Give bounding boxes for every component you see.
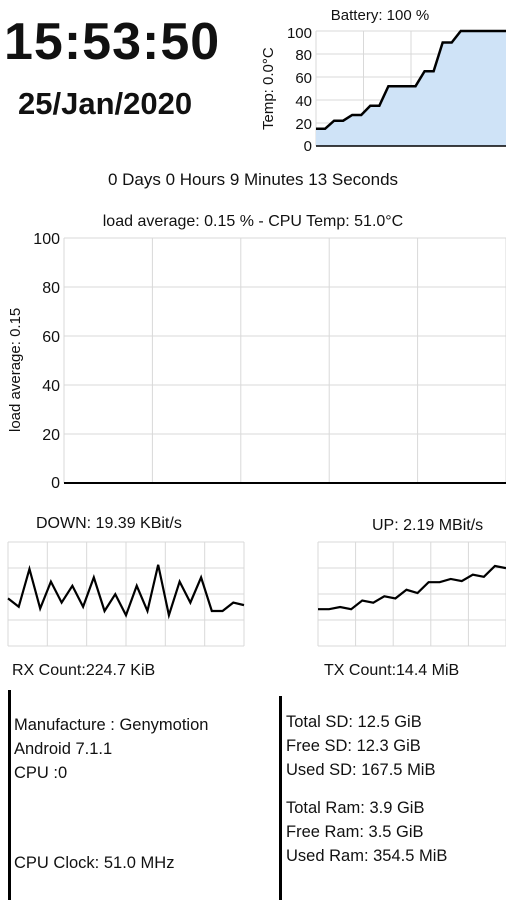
total-ram-text: Total Ram: 3.9 GiB <box>286 799 425 817</box>
total-sd-text: Total SD: 12.5 GiB <box>286 713 422 731</box>
tx-count: TX Count:14.4 MiB <box>324 662 460 679</box>
down-grid <box>7 541 245 647</box>
cpu-chart-title: load average: 0.15 % - CPU Temp: 51.0°C <box>103 213 403 230</box>
used-sd-text: Used SD: 167.5 MiB <box>286 761 436 779</box>
device-info-panel: Manufacture : Genymotion Android 7.1.1 C… <box>14 713 208 785</box>
battery-tick-100: 100 <box>287 25 312 42</box>
cpu-tick-20: 20 <box>42 427 60 444</box>
used-ram-text: Used Ram: 354.5 MiB <box>286 847 448 865</box>
up-speed-line <box>318 564 506 611</box>
clock-time: 15:53:50 <box>4 13 221 71</box>
cpu-tick-0: 0 <box>51 475 60 492</box>
cpu-tick-40: 40 <box>42 378 60 395</box>
cpu-chart-ylabel: load average: 0.15 <box>7 308 24 432</box>
rx-count: RX Count:224.7 KiB <box>12 662 156 679</box>
battery-tick-20: 20 <box>295 116 312 133</box>
manufacturer-text: Manufacture : Genymotion <box>14 716 209 734</box>
battery-tick-80: 80 <box>295 47 312 64</box>
battery-line <box>316 29 506 130</box>
battery-tick-40: 40 <box>295 93 312 110</box>
battery-ylabel: Temp: 0.0°C <box>260 47 277 130</box>
up-grid <box>317 541 506 647</box>
down-speed-label: DOWN: 19.39 KBit/s <box>36 515 182 532</box>
cpu-y-ticks: 100 80 60 40 20 0 <box>33 231 60 492</box>
cpu-tick-100: 100 <box>33 231 60 248</box>
battery-tick-0: 0 <box>304 138 312 155</box>
cpu-load-chart: load average: 0.15 % - CPU Temp: 51.0°C … <box>7 213 506 492</box>
cpu-tick-60: 60 <box>42 329 60 346</box>
battery-chart: Battery: 100 % Temp: 0.0°C 100 80 60 40 … <box>260 7 506 155</box>
sd-info-panel: Total SD: 12.5 GiB Free SD: 12.3 GiB Use… <box>286 710 435 782</box>
battery-area <box>316 31 506 146</box>
free-sd-text: Free SD: 12.3 GiB <box>286 737 421 755</box>
device-panel-divider <box>8 690 11 900</box>
storage-panel-divider <box>279 696 282 900</box>
ram-info-panel: Total Ram: 3.9 GiB Free Ram: 3.5 GiB Use… <box>286 796 447 868</box>
cpu-clock-text: CPU Clock: 51.0 MHz <box>14 854 175 872</box>
clock-date: 25/Jan/2020 <box>18 86 193 121</box>
cpu-grid <box>63 237 506 484</box>
battery-y-ticks: 100 80 60 40 20 0 <box>287 25 312 155</box>
down-speed-line <box>7 564 245 620</box>
uptime-text: 0 Days 0 Hours 9 Minutes 13 Seconds <box>107 170 399 189</box>
cpu-count-text: CPU :0 <box>14 764 68 782</box>
down-speed-chart <box>7 541 245 647</box>
cpu-tick-80: 80 <box>42 280 60 297</box>
free-ram-text: Free Ram: 3.5 GiB <box>286 823 424 841</box>
battery-tick-60: 60 <box>295 70 312 87</box>
up-speed-chart <box>317 541 506 647</box>
android-version-text: Android 7.1.1 <box>14 740 113 758</box>
battery-title: Battery: 100 % <box>331 7 429 24</box>
up-speed-label: UP: 2.19 MBit/s <box>372 517 484 534</box>
